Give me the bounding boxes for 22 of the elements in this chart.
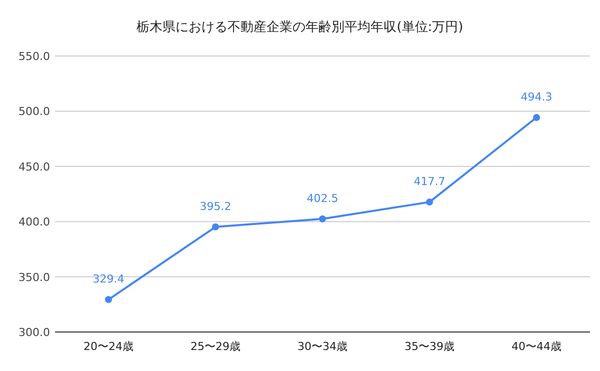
y-tick-label: 450.0 bbox=[18, 160, 50, 174]
y-tick-label: 350.0 bbox=[18, 270, 50, 284]
y-tick-label: 550.0 bbox=[18, 50, 50, 63]
point bbox=[533, 114, 540, 121]
data-label: 329.4 bbox=[92, 272, 124, 286]
x-tick-label: 30〜34歳 bbox=[298, 340, 348, 353]
point bbox=[319, 215, 326, 222]
x-tick-label: 40〜44歳 bbox=[512, 340, 562, 353]
data-label: 494.3 bbox=[520, 90, 552, 104]
x-tick-label: 20〜24歳 bbox=[84, 340, 134, 353]
x-tick-label: 25〜29歳 bbox=[190, 340, 240, 353]
y-tick-label: 500.0 bbox=[18, 105, 50, 118]
y-tick-label: 400.0 bbox=[18, 216, 50, 229]
data-label: 417.7 bbox=[414, 175, 446, 188]
chart-title: 栃木県における不動産企業の年齢別平均年収(単位:万円) bbox=[136, 19, 464, 35]
x-tick-label: 35〜39歳 bbox=[404, 340, 454, 353]
data-label: 402.5 bbox=[306, 192, 338, 205]
y-tick-label: 300.0 bbox=[18, 326, 50, 339]
point bbox=[105, 296, 112, 304]
point bbox=[212, 223, 219, 230]
data-label: 395.2 bbox=[200, 200, 232, 213]
point bbox=[426, 198, 433, 206]
